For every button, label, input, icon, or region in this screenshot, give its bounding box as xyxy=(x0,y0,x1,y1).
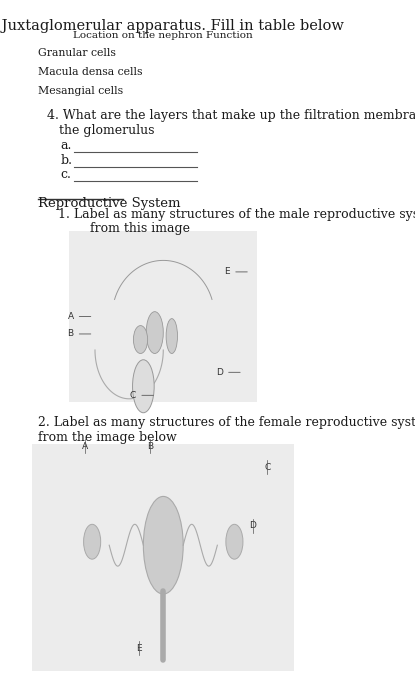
Ellipse shape xyxy=(133,326,148,354)
Circle shape xyxy=(132,360,154,413)
Text: 1. Label as many structures of the male reproductive system: 1. Label as many structures of the male … xyxy=(58,208,415,220)
Ellipse shape xyxy=(226,524,243,559)
Text: 4. What are the layers that make up the filtration membrane of: 4. What are the layers that make up the … xyxy=(46,109,415,122)
FancyBboxPatch shape xyxy=(32,444,294,671)
Text: a.: a. xyxy=(61,139,72,152)
Text: Mesangial cells: Mesangial cells xyxy=(38,86,123,96)
Text: Reproductive System: Reproductive System xyxy=(38,197,181,209)
Text: 2. Label as many structures of the female reproductive system: 2. Label as many structures of the femal… xyxy=(38,416,415,429)
Text: c.: c. xyxy=(61,169,72,181)
FancyBboxPatch shape xyxy=(69,232,257,402)
Text: B: B xyxy=(147,442,154,451)
Text: A: A xyxy=(68,312,73,321)
Text: Granular cells: Granular cells xyxy=(38,48,116,58)
Ellipse shape xyxy=(146,312,163,354)
Ellipse shape xyxy=(83,524,101,559)
Text: B: B xyxy=(68,330,73,339)
Text: from this image: from this image xyxy=(58,223,190,235)
Text: Macula densa cells: Macula densa cells xyxy=(38,67,143,77)
Ellipse shape xyxy=(143,496,183,594)
Text: C: C xyxy=(130,391,136,400)
Text: from the image below: from the image below xyxy=(38,431,177,444)
Text: D: D xyxy=(216,368,223,377)
Ellipse shape xyxy=(166,318,178,354)
Text: A: A xyxy=(82,442,88,451)
Text: E: E xyxy=(225,267,230,276)
Text: D: D xyxy=(249,522,256,530)
Text: 3. Juxtaglomerular apparatus. Fill in table below: 3. Juxtaglomerular apparatus. Fill in ta… xyxy=(0,19,344,33)
Text: C: C xyxy=(264,463,270,472)
Text: Location on the nephron Function: Location on the nephron Function xyxy=(73,32,253,41)
Text: E: E xyxy=(136,644,142,653)
Text: b.: b. xyxy=(61,154,73,167)
Text: the glomerulus: the glomerulus xyxy=(46,124,154,137)
